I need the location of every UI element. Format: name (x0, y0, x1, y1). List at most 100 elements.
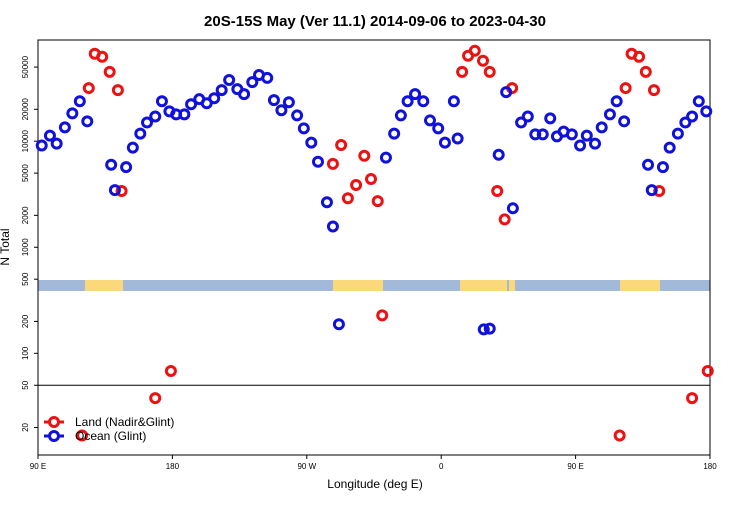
y-tick-label: 20000 (21, 98, 30, 121)
point (506, 202, 519, 215)
point (35, 139, 48, 152)
land-mask-strip (38, 280, 710, 291)
x-tick-label: 180 (703, 462, 717, 471)
point (282, 96, 295, 109)
point (700, 105, 713, 118)
point (451, 132, 464, 145)
point (185, 98, 198, 111)
legend-label: Ocean (Glint) (75, 429, 146, 443)
y-tick-label: 200 (21, 314, 30, 328)
point (350, 179, 363, 192)
point (82, 82, 95, 95)
point (618, 115, 631, 128)
point (305, 136, 318, 149)
point (297, 122, 310, 135)
point (326, 157, 339, 170)
point (438, 136, 451, 149)
point (565, 128, 578, 141)
y-tick-label: 50000 (21, 55, 30, 78)
x-tick-label: 90 E (567, 462, 583, 471)
point (208, 92, 221, 105)
x-axis-label: Longitude (deg E) (327, 477, 422, 491)
point (379, 151, 392, 164)
legend-label: Land (Nadir&Glint) (75, 415, 174, 429)
point (456, 65, 469, 78)
chart-title: 20S-15S May (Ver 11.1) 2014-09-06 to 202… (204, 13, 546, 30)
point (679, 116, 692, 129)
point (332, 318, 345, 331)
point (58, 121, 71, 134)
y-tick-label: 5000 (21, 164, 30, 182)
point (498, 213, 511, 226)
x-tick-label: 90 E (30, 462, 46, 471)
y-tick-label: 20 (21, 422, 30, 431)
point (155, 95, 168, 108)
point (521, 110, 534, 123)
point (639, 65, 652, 78)
land-strip (509, 280, 515, 291)
point (238, 88, 251, 101)
point (141, 116, 154, 129)
point (477, 54, 490, 67)
point (261, 71, 274, 84)
x-tick-label: 90 W (297, 462, 316, 471)
point (115, 185, 128, 198)
point (648, 84, 660, 97)
point (447, 95, 460, 108)
point (619, 82, 632, 95)
point (120, 161, 133, 174)
point (326, 220, 339, 233)
point (656, 161, 669, 174)
point (477, 323, 490, 336)
point (149, 110, 162, 123)
point (633, 50, 646, 63)
point (595, 121, 608, 134)
point (341, 192, 354, 205)
point (536, 128, 549, 141)
point (686, 392, 699, 405)
point (529, 128, 542, 141)
point (491, 185, 504, 198)
point (580, 129, 593, 142)
point (134, 127, 147, 140)
point (610, 95, 623, 108)
point (424, 114, 436, 127)
legend-marker (48, 430, 60, 442)
point (663, 141, 676, 154)
legend-marker (48, 416, 60, 428)
point (291, 109, 304, 122)
land-strip (85, 280, 123, 291)
point (686, 110, 699, 123)
land-strip (333, 280, 383, 291)
point (50, 137, 63, 150)
point (483, 322, 496, 335)
x-tick-label: 180 (166, 462, 180, 471)
point (178, 108, 191, 121)
land-strip (460, 280, 507, 291)
point (215, 84, 228, 97)
point (376, 309, 389, 322)
point (103, 65, 116, 78)
y-tick-label: 10000 (21, 130, 30, 153)
point (73, 95, 86, 108)
point (371, 195, 384, 208)
y-tick-label: 100 (21, 346, 30, 360)
point (671, 127, 684, 140)
point (126, 141, 139, 154)
point (574, 139, 587, 152)
point (492, 148, 505, 161)
point (108, 184, 121, 197)
y-tick-label: 1000 (21, 238, 30, 256)
point (105, 158, 118, 171)
point (701, 364, 714, 377)
plot-frame (37, 39, 711, 456)
point (515, 116, 528, 129)
y-tick-label: 2000 (21, 206, 30, 224)
point (483, 65, 496, 78)
x-tick-label: 0 (439, 462, 444, 471)
point (267, 94, 280, 107)
point (312, 155, 324, 168)
point (645, 184, 658, 197)
point (335, 138, 348, 151)
